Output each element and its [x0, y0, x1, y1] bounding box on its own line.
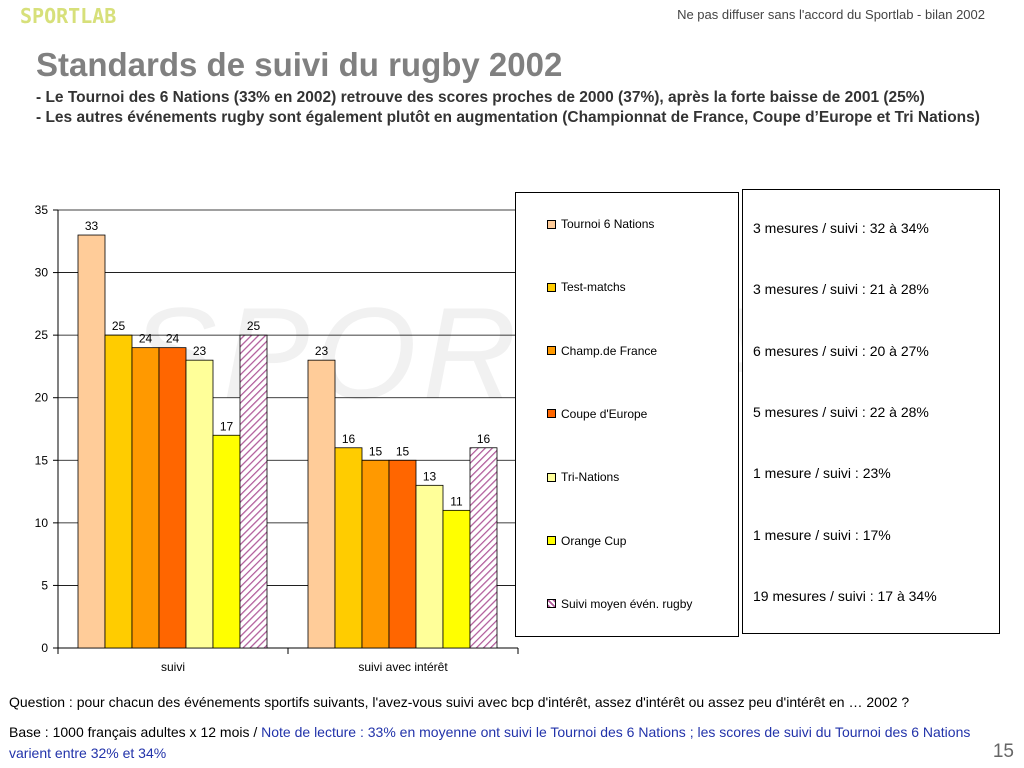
- data-label: 24: [139, 332, 153, 346]
- bar: [212, 434, 241, 649]
- chart-data-labels: 33 25 24 24 23 17 25 23 16 15 15 13 11 16: [85, 219, 491, 508]
- data-label: 15: [396, 444, 410, 458]
- legend-label: Tournoi 6 Nations: [561, 217, 655, 231]
- chart-bars: [77, 234, 498, 649]
- bar: [361, 459, 390, 649]
- bar: [388, 459, 417, 649]
- legend-item: Suivi moyen évén. rugby: [547, 597, 692, 611]
- sportlab-logo: SPORTLAB: [20, 4, 117, 28]
- confidentiality-note: Ne pas diffuser sans l'accord du Sportla…: [677, 7, 985, 22]
- data-label: 16: [477, 432, 491, 446]
- legend-item: Coupe d'Europe: [547, 407, 647, 421]
- chart-legend: Tournoi 6 Nations Test-matchs Champ.de Fra…: [515, 192, 739, 637]
- y-tick-label: 15: [35, 453, 49, 467]
- legend-label: Test-matchs: [561, 280, 626, 295]
- y-tick-label: 0: [41, 641, 48, 655]
- legend-label: Champ.de France: [561, 343, 658, 358]
- legend-label: Coupe d'Europe: [561, 406, 648, 421]
- x-tick-label: suivi avec intérêt: [358, 660, 448, 674]
- reading-note: Note de lecture : 33% en moyenne ont sui…: [9, 724, 971, 761]
- data-label: 16: [342, 432, 356, 446]
- measures-panel: 3 mesures / suivi : 32 à 34% 3 mesures / …: [742, 189, 1000, 634]
- y-tick-label: 10: [35, 516, 49, 530]
- legend-label: Tri-Nations: [561, 470, 620, 485]
- bar: [131, 347, 160, 649]
- legend-label: Suivi moyen évén. rugby: [561, 596, 693, 611]
- y-tick-label: 30: [35, 266, 49, 280]
- y-tick-label: 25: [35, 328, 49, 342]
- measure-item: 19 mesures / suivi : 17 à 34%: [753, 587, 937, 604]
- bar: [415, 484, 444, 649]
- x-tick-label: suivi: [161, 660, 185, 674]
- measure-item: 1 mesure / suivi : 17%: [753, 526, 891, 543]
- bar: [469, 447, 498, 649]
- data-label: 11: [450, 494, 463, 508]
- legend-swatch: [547, 472, 556, 482]
- y-tick-label: 35: [35, 203, 49, 217]
- measure-item: 3 mesures / suivi : 32 à 34%: [753, 220, 929, 236]
- base-note: Base : 1000 français adultes x 12 mois /…: [9, 722, 999, 764]
- bar: [185, 359, 214, 649]
- data-label: 23: [315, 344, 329, 358]
- bar: [158, 347, 187, 649]
- data-label: 17: [220, 419, 234, 433]
- bar: [334, 447, 363, 649]
- legend-swatch: [547, 346, 556, 356]
- bar: [307, 359, 336, 649]
- survey-question: Question : pour chacun des événements sp…: [9, 694, 910, 710]
- legend-item: Tri-Nations: [547, 470, 619, 484]
- legend-label: Orange Cup: [561, 533, 627, 548]
- bar: [77, 234, 106, 649]
- data-label: 25: [112, 319, 126, 333]
- page-number: 15: [992, 741, 1014, 762]
- y-tick-label: 20: [35, 391, 49, 405]
- legend-item: Test-matchs: [547, 280, 626, 294]
- data-label: 25: [247, 319, 261, 333]
- measure-item: 1 mesure / suivi : 23%: [753, 465, 891, 482]
- bar: [442, 509, 471, 649]
- legend-swatch: [547, 219, 556, 229]
- page-subtitle: - Le Tournoi des 6 Nations (33% en 2002)…: [36, 88, 1011, 128]
- legend-swatch: [547, 599, 556, 609]
- measure-item: 5 mesures / suivi : 22 à 28%: [753, 403, 929, 420]
- legend-item: Champ.de France: [547, 344, 657, 358]
- measure-item: 3 mesures / suivi : 21 à 28%: [753, 281, 929, 298]
- legend-swatch: [547, 282, 556, 292]
- page-title: Standards de suivi du rugby 2002: [36, 46, 563, 83]
- data-label: 23: [193, 344, 207, 358]
- bar: [104, 334, 133, 649]
- subtitle-line: - Les autres événements rugby sont égale…: [36, 109, 980, 126]
- bar-chart: 0 5 10 15 20 25 30 35 suivi suivi avec intérêt 33…: [35, 203, 519, 674]
- data-label: 33: [85, 219, 99, 233]
- data-label: 13: [423, 469, 437, 483]
- bar: [239, 334, 268, 649]
- subtitle-line: - Le Tournoi des 6 Nations (33% en 2002)…: [36, 89, 925, 106]
- measure-item: 6 mesures / suivi : 20 à 27%: [753, 342, 929, 359]
- legend-swatch: [547, 536, 556, 545]
- base-text: Base : 1000 français adultes x 12 mois /: [9, 724, 262, 740]
- legend-item: Tournoi 6 Nations: [547, 217, 654, 231]
- legend-item: Orange Cup: [547, 534, 626, 548]
- legend-swatch: [547, 409, 556, 419]
- data-label: 24: [166, 332, 180, 346]
- data-label: 15: [369, 444, 383, 458]
- y-tick-label: 5: [41, 578, 48, 592]
